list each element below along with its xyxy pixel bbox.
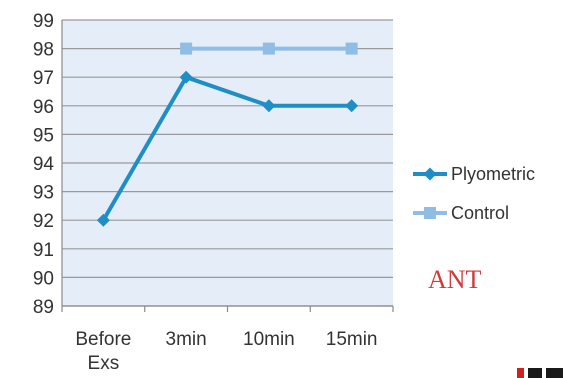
x-tick-label: 3min xyxy=(166,329,207,350)
data-point-control xyxy=(262,42,275,55)
legend-item-plyometric: Plyometric xyxy=(413,164,535,184)
y-tick-label: 97 xyxy=(33,68,54,89)
x-tick-label-line: 15min xyxy=(326,329,378,350)
legend-swatch-marker xyxy=(424,207,436,219)
data-point-plyometric xyxy=(345,99,359,113)
legend-swatch-marker xyxy=(423,167,437,181)
x-tick-label-line: 3min xyxy=(166,329,207,350)
panel-label: ANT xyxy=(428,265,482,294)
y-tick-label: 96 xyxy=(33,97,54,118)
y-tick-label: 90 xyxy=(33,268,54,289)
y-tick-label: 94 xyxy=(33,154,55,175)
y-tick-label: 98 xyxy=(33,40,54,61)
y-tick-label: 95 xyxy=(33,125,54,146)
x-tick-label: Before Exs xyxy=(75,329,131,374)
data-point-plyometric xyxy=(96,213,110,227)
x-tick-label: 10min xyxy=(243,329,295,350)
series-plyometric xyxy=(96,70,359,227)
legend-label-control: Control xyxy=(451,203,509,223)
y-tick-label: 89 xyxy=(33,297,54,318)
legend: Plyometric Control xyxy=(413,164,535,223)
y-tick-label: 91 xyxy=(33,240,54,261)
x-axis-ticks: Before Exs 3min 10min 15min xyxy=(75,329,377,374)
data-point-plyometric xyxy=(262,99,276,113)
legend-label-plyometric: Plyometric xyxy=(451,164,535,184)
y-axis-ticks: 89 90 91 92 93 94 95 96 97 98 99 xyxy=(33,11,55,318)
series-group xyxy=(96,42,359,227)
corner-logo-fragment xyxy=(511,368,563,378)
x-tick-label: 15min xyxy=(326,329,378,350)
x-tick-label-line: Exs xyxy=(88,353,120,374)
legend-item-control: Control xyxy=(413,203,509,223)
data-point-plyometric xyxy=(179,70,193,84)
axes xyxy=(61,20,394,312)
x-tick-label-line: 10min xyxy=(243,329,295,350)
y-tick-label: 93 xyxy=(33,183,54,204)
data-point-control xyxy=(345,42,358,55)
series-line-plyometric xyxy=(101,75,352,222)
series-control xyxy=(180,42,358,55)
data-point-control xyxy=(180,42,193,55)
y-tick-label: 92 xyxy=(33,211,54,232)
x-tick-label-line: Before xyxy=(75,329,131,350)
y-tick-label: 99 xyxy=(33,11,54,32)
